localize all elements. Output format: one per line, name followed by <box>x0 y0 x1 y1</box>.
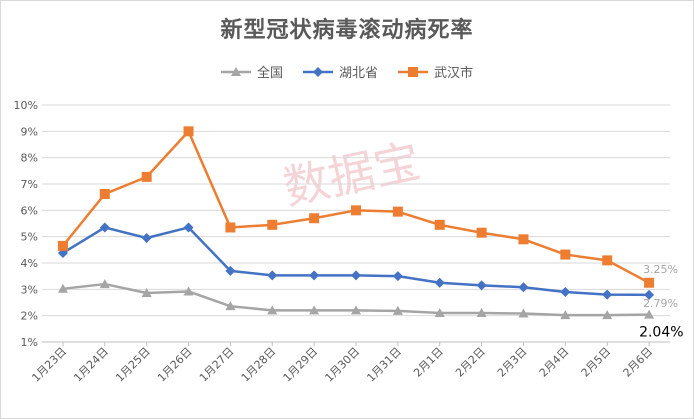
x-tick-label: 1月26日 <box>155 345 195 385</box>
x-tick-label: 2月3日 <box>495 345 530 380</box>
data-point <box>392 206 403 217</box>
data-point <box>183 286 194 296</box>
legend-label: 全国 <box>256 66 283 81</box>
data-point <box>560 286 571 297</box>
legend-swatch <box>302 66 333 77</box>
y-tick-label: 2% <box>21 310 38 323</box>
data-point <box>518 282 529 293</box>
legend-item: 武汉市 <box>398 62 473 81</box>
x-tick-label: 2月4日 <box>537 345 572 380</box>
data-point <box>141 171 152 182</box>
data-point <box>434 308 445 318</box>
data-point <box>392 305 403 315</box>
y-tick-label: 3% <box>21 283 38 296</box>
y-tick-label: 5% <box>21 231 38 244</box>
data-point <box>225 222 236 233</box>
data-point <box>351 270 361 281</box>
data-point <box>309 305 320 315</box>
data-point <box>141 232 152 243</box>
data-point <box>225 265 236 276</box>
y-tick-label: 7% <box>21 178 38 191</box>
y-tick-label: 9% <box>21 125 38 138</box>
x-tick-label: 2月5日 <box>579 345 614 380</box>
data-point <box>476 227 487 238</box>
data-point <box>518 234 529 245</box>
data-point <box>99 189 110 200</box>
x-tick-label: 2月6日 <box>621 345 656 380</box>
legend-label: 武汉市 <box>434 66 474 81</box>
data-point <box>267 270 278 281</box>
data-point <box>267 219 278 230</box>
x-tick-label: 2月2日 <box>453 345 488 380</box>
data-label: 3.25% <box>643 263 678 276</box>
x-tick-label: 1月24日 <box>71 345 111 385</box>
data-point <box>99 222 110 233</box>
data-point <box>434 219 445 230</box>
data-point <box>560 249 571 260</box>
data-point <box>602 310 613 320</box>
data-point <box>57 240 68 251</box>
x-tick-label: 1月31日 <box>364 345 404 385</box>
data-point <box>57 283 68 293</box>
data-point <box>434 277 445 288</box>
data-point <box>644 277 655 288</box>
y-tick-label: 4% <box>21 257 38 270</box>
data-point <box>267 305 278 315</box>
data-point <box>351 205 361 216</box>
x-tick-label: 1月30日 <box>323 345 363 385</box>
data-point <box>99 279 110 289</box>
data-point <box>602 289 613 300</box>
chart-legend: 全国 湖北省 武汉市 <box>0 62 694 81</box>
y-tick-label: 1% <box>21 336 38 349</box>
data-point <box>309 270 320 281</box>
data-label: 2.79% <box>643 297 678 310</box>
data-point <box>183 222 194 233</box>
data-point <box>602 255 613 266</box>
data-point <box>141 288 152 298</box>
legend-label: 湖北省 <box>338 66 378 81</box>
x-tick-label: 1月29日 <box>281 345 321 385</box>
x-tick-label: 1月28日 <box>239 345 279 385</box>
data-point <box>392 271 403 282</box>
chart-title: 新型冠状病毒滚动病死率 <box>220 18 474 43</box>
x-tick-label: 1月23日 <box>29 345 69 385</box>
y-tick-label: 10% <box>14 99 38 112</box>
y-tick-label: 8% <box>21 152 38 165</box>
data-point <box>644 309 655 319</box>
data-point <box>225 301 236 311</box>
data-point <box>644 289 655 300</box>
x-tick-label: 1月25日 <box>113 345 153 385</box>
legend-item: 湖北省 <box>302 62 378 81</box>
data-point <box>351 305 361 315</box>
data-point <box>476 308 487 318</box>
data-point <box>476 280 487 291</box>
x-tick-label: 1月27日 <box>197 345 237 385</box>
data-point <box>309 213 320 224</box>
data-point <box>518 308 529 318</box>
legend-swatch <box>220 66 251 76</box>
y-tick-label: 6% <box>21 204 38 217</box>
x-tick-label: 2月1日 <box>411 345 446 380</box>
watermark: 数据宝 <box>279 134 425 216</box>
data-point <box>183 126 194 137</box>
legend-item: 全国 <box>220 62 283 81</box>
data-label: 2.04% <box>639 325 683 341</box>
legend-swatch <box>398 66 428 77</box>
data-point <box>560 310 571 320</box>
